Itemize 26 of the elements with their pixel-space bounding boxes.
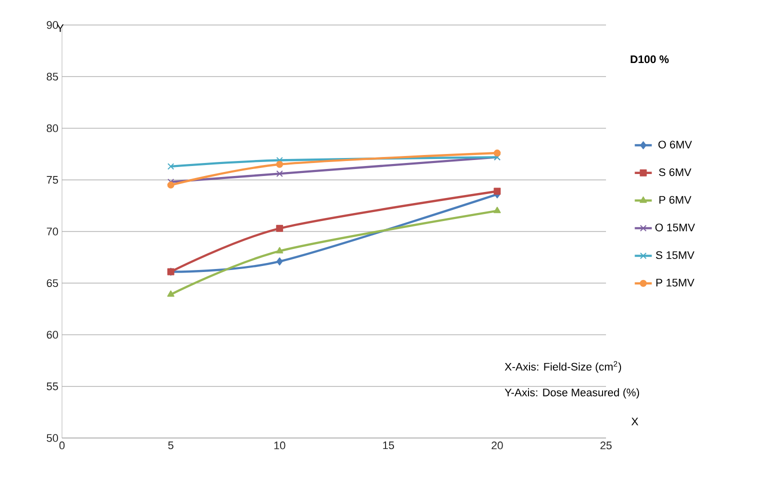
y-axis-title: Y [56, 24, 64, 32]
text: D100 % [630, 55, 669, 64]
x-tick-label: 15 [383, 442, 394, 450]
y-tick-label: 70 [46, 228, 58, 236]
y-tick-label: 85 [46, 72, 58, 81]
annotation: Y-Axis: Dose Measured (%) [504, 388, 640, 398]
x-axis-title: X [631, 418, 638, 426]
legend-label: S 15MV [656, 251, 694, 259]
legend-label: S 6MV [659, 168, 692, 176]
y-tick-label: 50 [46, 434, 58, 442]
y-tick-label: 55 [46, 382, 58, 390]
legend-label: O 15MV [655, 224, 695, 232]
x-tick-label: 20 [492, 442, 503, 450]
x-tick-label: 25 [600, 442, 612, 450]
annotation: X-Axis: Field-Size (cm$^{2}$) [504, 361, 622, 373]
legend-label: P 6MV [659, 196, 692, 204]
y-tick-label: 80 [46, 124, 58, 132]
legend-label: O 6MV [658, 140, 692, 148]
x-tick-label: 10 [274, 442, 286, 450]
y-tick-label: 60 [46, 330, 58, 339]
legend-label: P 15MV [656, 278, 694, 287]
x-tick-label: 5 [168, 442, 174, 450]
y-tick-label: 65 [46, 279, 58, 288]
x-tick-label: 0 [59, 442, 65, 450]
y-tick-label: 90 [46, 21, 58, 29]
y-tick-label: 75 [46, 176, 58, 184]
